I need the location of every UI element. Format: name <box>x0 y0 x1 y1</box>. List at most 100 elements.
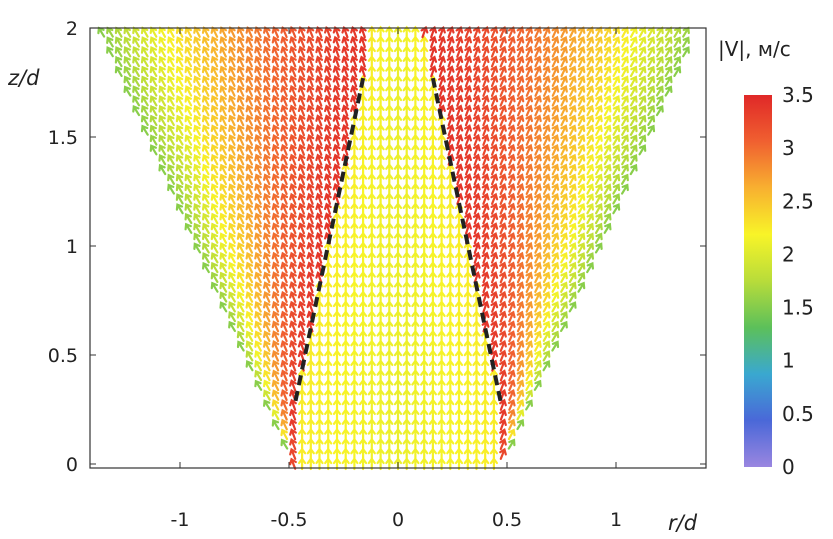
vector-arrow <box>376 310 385 323</box>
vector-arrow <box>411 398 420 412</box>
vector-arrow <box>324 212 332 225</box>
vector-arrow <box>402 211 411 225</box>
vector-arrow <box>437 427 446 441</box>
vector-arrow <box>359 388 368 402</box>
vector-arrow <box>385 280 394 294</box>
vector-arrow <box>472 74 481 88</box>
vector-arrow <box>315 104 324 117</box>
vector-arrow <box>402 64 411 78</box>
vector-arrow <box>586 261 594 274</box>
vector-arrow <box>306 241 315 254</box>
vector-arrow <box>332 329 342 343</box>
vector-arrow <box>228 271 236 284</box>
vector-arrow <box>446 427 455 441</box>
vector-arrow <box>210 242 219 254</box>
vector-arrow <box>446 192 455 206</box>
vector-arrow <box>577 45 586 58</box>
vector-arrow <box>420 349 429 363</box>
vector-arrow <box>525 202 533 215</box>
vector-arrow <box>341 417 350 431</box>
vector-arrow <box>603 104 612 117</box>
vector-arrow <box>411 35 420 49</box>
vector-arrow <box>516 192 525 205</box>
vector-arrow <box>551 35 560 48</box>
vector-arrow <box>499 202 507 215</box>
vector-arrow <box>429 35 438 48</box>
vector-arrow <box>219 55 227 68</box>
vector-arrow <box>516 291 525 303</box>
vector-arrow <box>499 25 507 39</box>
vector-arrow <box>263 281 271 293</box>
vector-arrow <box>228 55 236 68</box>
vector-arrow <box>184 114 193 127</box>
vector-arrow <box>472 339 481 353</box>
vector-arrow <box>542 94 551 107</box>
vector-arrow <box>359 447 368 461</box>
vector-arrow <box>175 85 184 97</box>
vector-arrow <box>507 281 516 294</box>
vector-arrow <box>586 55 595 68</box>
vector-arrow <box>219 134 227 146</box>
vector-arrow <box>297 330 306 343</box>
vector-arrow <box>454 368 464 382</box>
vector-arrow <box>516 55 525 68</box>
vector-arrow <box>367 94 376 108</box>
vector-arrow <box>245 340 254 352</box>
vector-arrow <box>341 35 350 48</box>
vector-arrow <box>402 359 411 372</box>
vector-arrow <box>629 36 638 48</box>
vector-arrow <box>332 300 342 314</box>
vector-arrow <box>420 123 429 137</box>
vector-arrow <box>271 369 280 382</box>
vector-arrow <box>437 133 446 147</box>
vector-arrow <box>454 290 464 304</box>
vector-arrow <box>219 104 227 117</box>
vector-arrow <box>193 203 201 215</box>
vector-arrow <box>647 75 656 87</box>
vector-arrow <box>525 399 533 411</box>
vector-arrow <box>106 36 114 48</box>
vector-arrow <box>219 153 227 166</box>
vector-arrow <box>638 65 647 77</box>
vector-arrow <box>376 359 385 372</box>
vector-arrow <box>306 192 315 205</box>
vector-arrow <box>315 378 324 392</box>
vector-arrow <box>324 182 332 196</box>
vector-arrow <box>324 339 333 353</box>
vector-arrow <box>359 280 368 294</box>
vector-arrow <box>341 300 350 314</box>
vector-arrow <box>228 163 236 176</box>
vector-arrow <box>376 143 385 157</box>
vector-arrow <box>525 104 533 117</box>
vector-arrow <box>568 271 577 283</box>
vector-arrow <box>289 359 297 372</box>
vector-arrow <box>350 447 359 461</box>
vector-arrow <box>306 114 315 127</box>
vector-arrow <box>219 45 227 58</box>
vector-arrow <box>402 143 411 157</box>
vector-arrow <box>446 35 455 48</box>
vector-arrow <box>446 221 455 235</box>
vector-arrow <box>175 163 184 176</box>
vector-arrow <box>499 359 507 372</box>
vector-arrow <box>324 94 332 107</box>
vector-arrow <box>289 300 297 313</box>
vector-arrow <box>201 153 210 166</box>
vector-arrow <box>420 378 429 392</box>
vector-arrow <box>324 222 332 235</box>
vector-arrow <box>201 173 210 185</box>
vector-arrow <box>376 437 385 451</box>
vector-arrow <box>324 55 332 68</box>
vector-arrow <box>393 64 403 78</box>
vector-arrow <box>324 319 333 333</box>
vector-arrow <box>184 65 193 78</box>
vector-arrow <box>245 271 254 284</box>
x-tick-label: 0.5 <box>492 509 522 531</box>
vector-arrow <box>289 310 297 323</box>
vector-arrow <box>123 75 132 87</box>
vector-arrow <box>332 74 341 88</box>
vector-arrow <box>289 104 297 117</box>
vector-arrow <box>595 36 603 48</box>
vector-arrow <box>411 359 420 372</box>
vector-arrow <box>402 84 411 98</box>
